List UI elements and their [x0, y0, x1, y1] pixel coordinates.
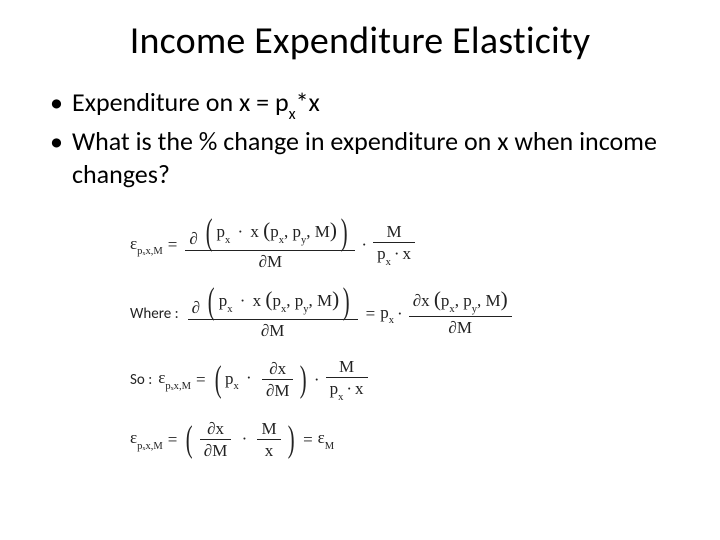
paren-group: ( ∂x ∂M · M x ) — [182, 419, 298, 461]
bullet-text-suffix: *x — [296, 86, 320, 118]
fraction: M px·x — [373, 222, 415, 268]
equals-sign: = — [366, 304, 376, 324]
equation-row-4: εpₓx,M = ( ∂x ∂M · M x ) — [130, 419, 680, 461]
dot-operator: · — [361, 235, 367, 255]
bullet-list: Expenditure on x = px*x What is the % ch… — [40, 86, 680, 190]
equals-sign: = — [168, 430, 178, 450]
fraction: ∂ ( px · x (px, py, M) ) ∂M — [188, 287, 358, 340]
equals-sign: = — [168, 235, 178, 255]
equals-sign: = — [303, 430, 313, 450]
paren-group: ( px · ∂x ∂M ) — [211, 359, 311, 401]
page-title: Income Expenditure Elasticity — [40, 18, 680, 64]
equation-row-1: εpₓx,M = ∂ ( px · x (px, py, M) ) — [130, 218, 680, 271]
dot-operator: · — [397, 304, 403, 324]
fraction: ∂x (px, py, M) ∂M — [409, 290, 512, 337]
bullet-item: What is the % change in expenditure on x… — [50, 125, 680, 190]
equals-sign: = — [196, 370, 206, 390]
bullet-item: Expenditure on x = px*x — [50, 86, 680, 123]
epsilon: εpₓx,M — [130, 428, 163, 450]
dot-operator: · — [314, 370, 320, 390]
epsilon: εpₓx,M — [158, 368, 191, 390]
equation-row-3: So : εpₓx,M = ( px · ∂x ∂M ) · M — [130, 357, 680, 403]
equation-row-2: Where : ∂ ( px · x (px, py, M) ) — [130, 287, 680, 340]
fraction: ∂ ( px · x (px, py, M) ) ∂M — [185, 218, 355, 271]
fraction: M px·x — [326, 357, 368, 403]
bullet-text-sub: x — [289, 105, 296, 124]
so-label: So : — [130, 371, 152, 389]
bullet-text-prefix: What is the % change in expenditure on x… — [72, 125, 657, 190]
epsilon-m: εM — [318, 428, 335, 450]
epsilon: εpₓx,M — [130, 234, 163, 256]
where-label: Where : — [130, 305, 179, 323]
bullet-text-prefix: Expenditure on x = p — [72, 86, 289, 118]
math-block: εpₓx,M = ∂ ( px · x (px, py, M) ) — [40, 218, 680, 460]
